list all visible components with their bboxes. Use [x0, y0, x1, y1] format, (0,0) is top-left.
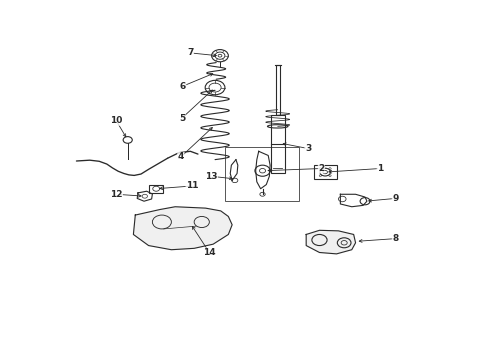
- Bar: [271, 115, 285, 174]
- Text: 1: 1: [377, 164, 383, 173]
- Bar: [149, 185, 163, 193]
- Text: 4: 4: [178, 152, 184, 161]
- Text: 9: 9: [392, 194, 399, 203]
- Bar: [314, 165, 337, 179]
- Bar: [224, 147, 298, 201]
- Text: 6: 6: [180, 82, 186, 91]
- Text: 2: 2: [318, 164, 324, 173]
- Text: 5: 5: [179, 113, 185, 122]
- Text: 3: 3: [305, 144, 311, 153]
- Text: 10: 10: [110, 116, 122, 125]
- Bar: [276, 66, 280, 115]
- Polygon shape: [306, 230, 356, 254]
- Text: 11: 11: [186, 181, 198, 190]
- Text: 7: 7: [187, 48, 194, 57]
- Polygon shape: [133, 207, 232, 250]
- Text: 14: 14: [203, 248, 216, 257]
- Text: 8: 8: [392, 234, 398, 243]
- Text: 13: 13: [205, 172, 218, 181]
- Text: 12: 12: [110, 190, 122, 199]
